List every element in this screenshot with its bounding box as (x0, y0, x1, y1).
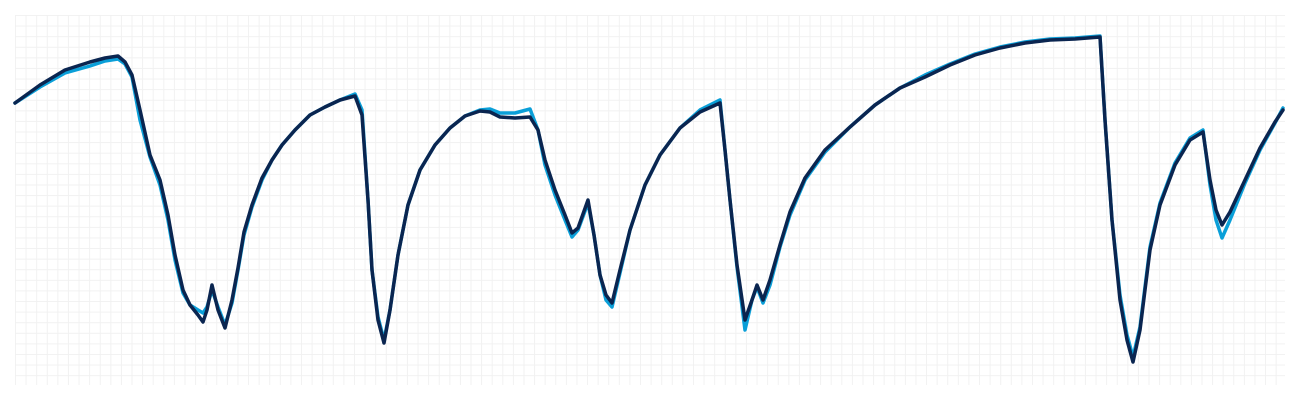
series-line (13, 34, 1285, 359)
series-line (13, 35, 1285, 364)
